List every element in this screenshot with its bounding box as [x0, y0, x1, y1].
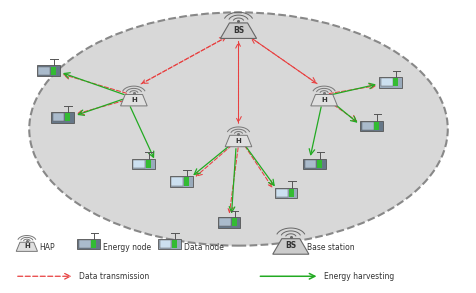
- Text: Energy node: Energy node: [103, 243, 151, 252]
- Bar: [159, 240, 171, 248]
- Bar: [231, 218, 236, 226]
- Bar: [380, 78, 392, 86]
- Text: BS: BS: [285, 241, 296, 251]
- Polygon shape: [16, 242, 38, 251]
- Bar: [169, 176, 192, 187]
- Bar: [52, 113, 64, 121]
- Bar: [317, 160, 322, 168]
- Bar: [171, 177, 183, 185]
- Polygon shape: [120, 94, 147, 106]
- Text: Base station: Base station: [307, 243, 354, 252]
- Bar: [38, 67, 50, 75]
- Polygon shape: [272, 239, 308, 254]
- Polygon shape: [225, 135, 251, 147]
- Text: H: H: [24, 243, 30, 249]
- Text: BS: BS: [232, 25, 244, 35]
- Bar: [303, 159, 325, 169]
- Ellipse shape: [29, 12, 447, 246]
- Bar: [276, 189, 288, 197]
- Text: H: H: [235, 138, 241, 144]
- Bar: [37, 65, 60, 76]
- Bar: [172, 240, 177, 248]
- Polygon shape: [310, 94, 337, 106]
- Bar: [133, 160, 145, 168]
- Bar: [65, 113, 70, 121]
- Bar: [51, 112, 74, 122]
- Bar: [374, 122, 378, 130]
- Bar: [158, 239, 180, 249]
- Bar: [304, 160, 316, 168]
- Bar: [51, 67, 56, 75]
- Bar: [274, 188, 297, 198]
- Bar: [77, 239, 100, 249]
- Polygon shape: [220, 23, 256, 38]
- Text: H: H: [320, 97, 327, 103]
- Bar: [288, 189, 293, 197]
- Bar: [217, 217, 240, 228]
- Bar: [218, 218, 230, 226]
- Bar: [146, 160, 151, 168]
- Bar: [359, 121, 382, 131]
- Text: Data node: Data node: [183, 243, 223, 252]
- Bar: [79, 240, 90, 248]
- Bar: [393, 78, 397, 86]
- Bar: [132, 159, 155, 169]
- Text: HAP: HAP: [40, 243, 55, 252]
- Bar: [378, 77, 401, 88]
- Text: H: H: [131, 97, 137, 103]
- Bar: [184, 177, 189, 185]
- Bar: [361, 122, 373, 130]
- Text: Energy harvesting: Energy harvesting: [323, 272, 394, 281]
- Text: Data transmission: Data transmission: [79, 272, 149, 281]
- Bar: [91, 240, 96, 248]
